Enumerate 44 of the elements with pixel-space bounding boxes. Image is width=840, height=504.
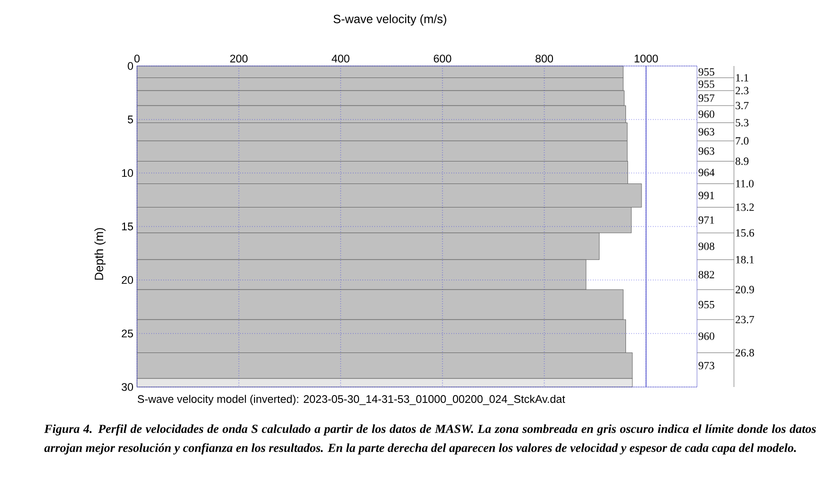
text: 1.1 [736, 74, 748, 82]
text: 991 [698, 192, 714, 200]
text: 963 [698, 128, 714, 136]
y-tick-label: 10 [122, 169, 134, 177]
x-tick-label: 800 [536, 54, 554, 62]
y-axis-title: Depth (m) [94, 228, 106, 280]
y-tick-label: 20 [122, 276, 134, 284]
y-tick-label: 30 [122, 383, 134, 391]
text: 957 [698, 94, 714, 102]
x-tick-label: 1000 [634, 54, 658, 62]
text: 26.8 [736, 349, 754, 356]
text: 2.3 [736, 86, 748, 94]
text: 11.0 [736, 180, 754, 188]
y-tick-label: 15 [122, 222, 133, 230]
text: Figura 4. Perfil de velocidades de onda S calculado a partir de los datos de MASW. La zona sombreada en gris oscuro indica el límite donde los datos arrojan mejor resolución y confianza en los resultados. En la parte derecha del aparecen los valores de velocidad y espesor de cada capa del modelo. [44, 424, 816, 455]
x-tick-label: 600 [434, 54, 452, 62]
text: S-wave velocity model (inverted): 2023-05-30_14-31-53_01000_00200_024_StckAv.dat [138, 394, 566, 406]
text: 15.6 [736, 229, 754, 237]
y-tick-label: 25 [122, 330, 133, 338]
text: 960 [698, 110, 714, 118]
text: 23.7 [736, 316, 754, 324]
text: 20.9 [736, 286, 754, 294]
text: 7.0 [736, 137, 748, 145]
text: 955 [698, 80, 714, 88]
x-tick-label: 200 [230, 54, 248, 62]
text: 971 [698, 216, 714, 224]
x-tick-label: 400 [332, 54, 350, 62]
y-tick-label: 5 [128, 116, 133, 124]
text: 963 [698, 147, 714, 155]
text: 955 [698, 68, 714, 76]
x-tick-label: 0 [134, 54, 140, 62]
text: 882 [698, 270, 714, 278]
x-axis-title: S-wave velocity (m/s) [334, 14, 446, 26]
text: 8.9 [736, 158, 748, 165]
text: 3.7 [736, 102, 749, 110]
text: 18.1 [736, 256, 754, 264]
text: 908 [698, 242, 714, 250]
text: 955 [698, 300, 714, 308]
text: 5.3 [736, 119, 748, 126]
text: 13.2 [736, 204, 754, 211]
text: 964 [698, 168, 715, 176]
y-tick-label: 0 [128, 62, 134, 70]
text: 960 [698, 332, 714, 340]
text: 973 [698, 362, 714, 370]
